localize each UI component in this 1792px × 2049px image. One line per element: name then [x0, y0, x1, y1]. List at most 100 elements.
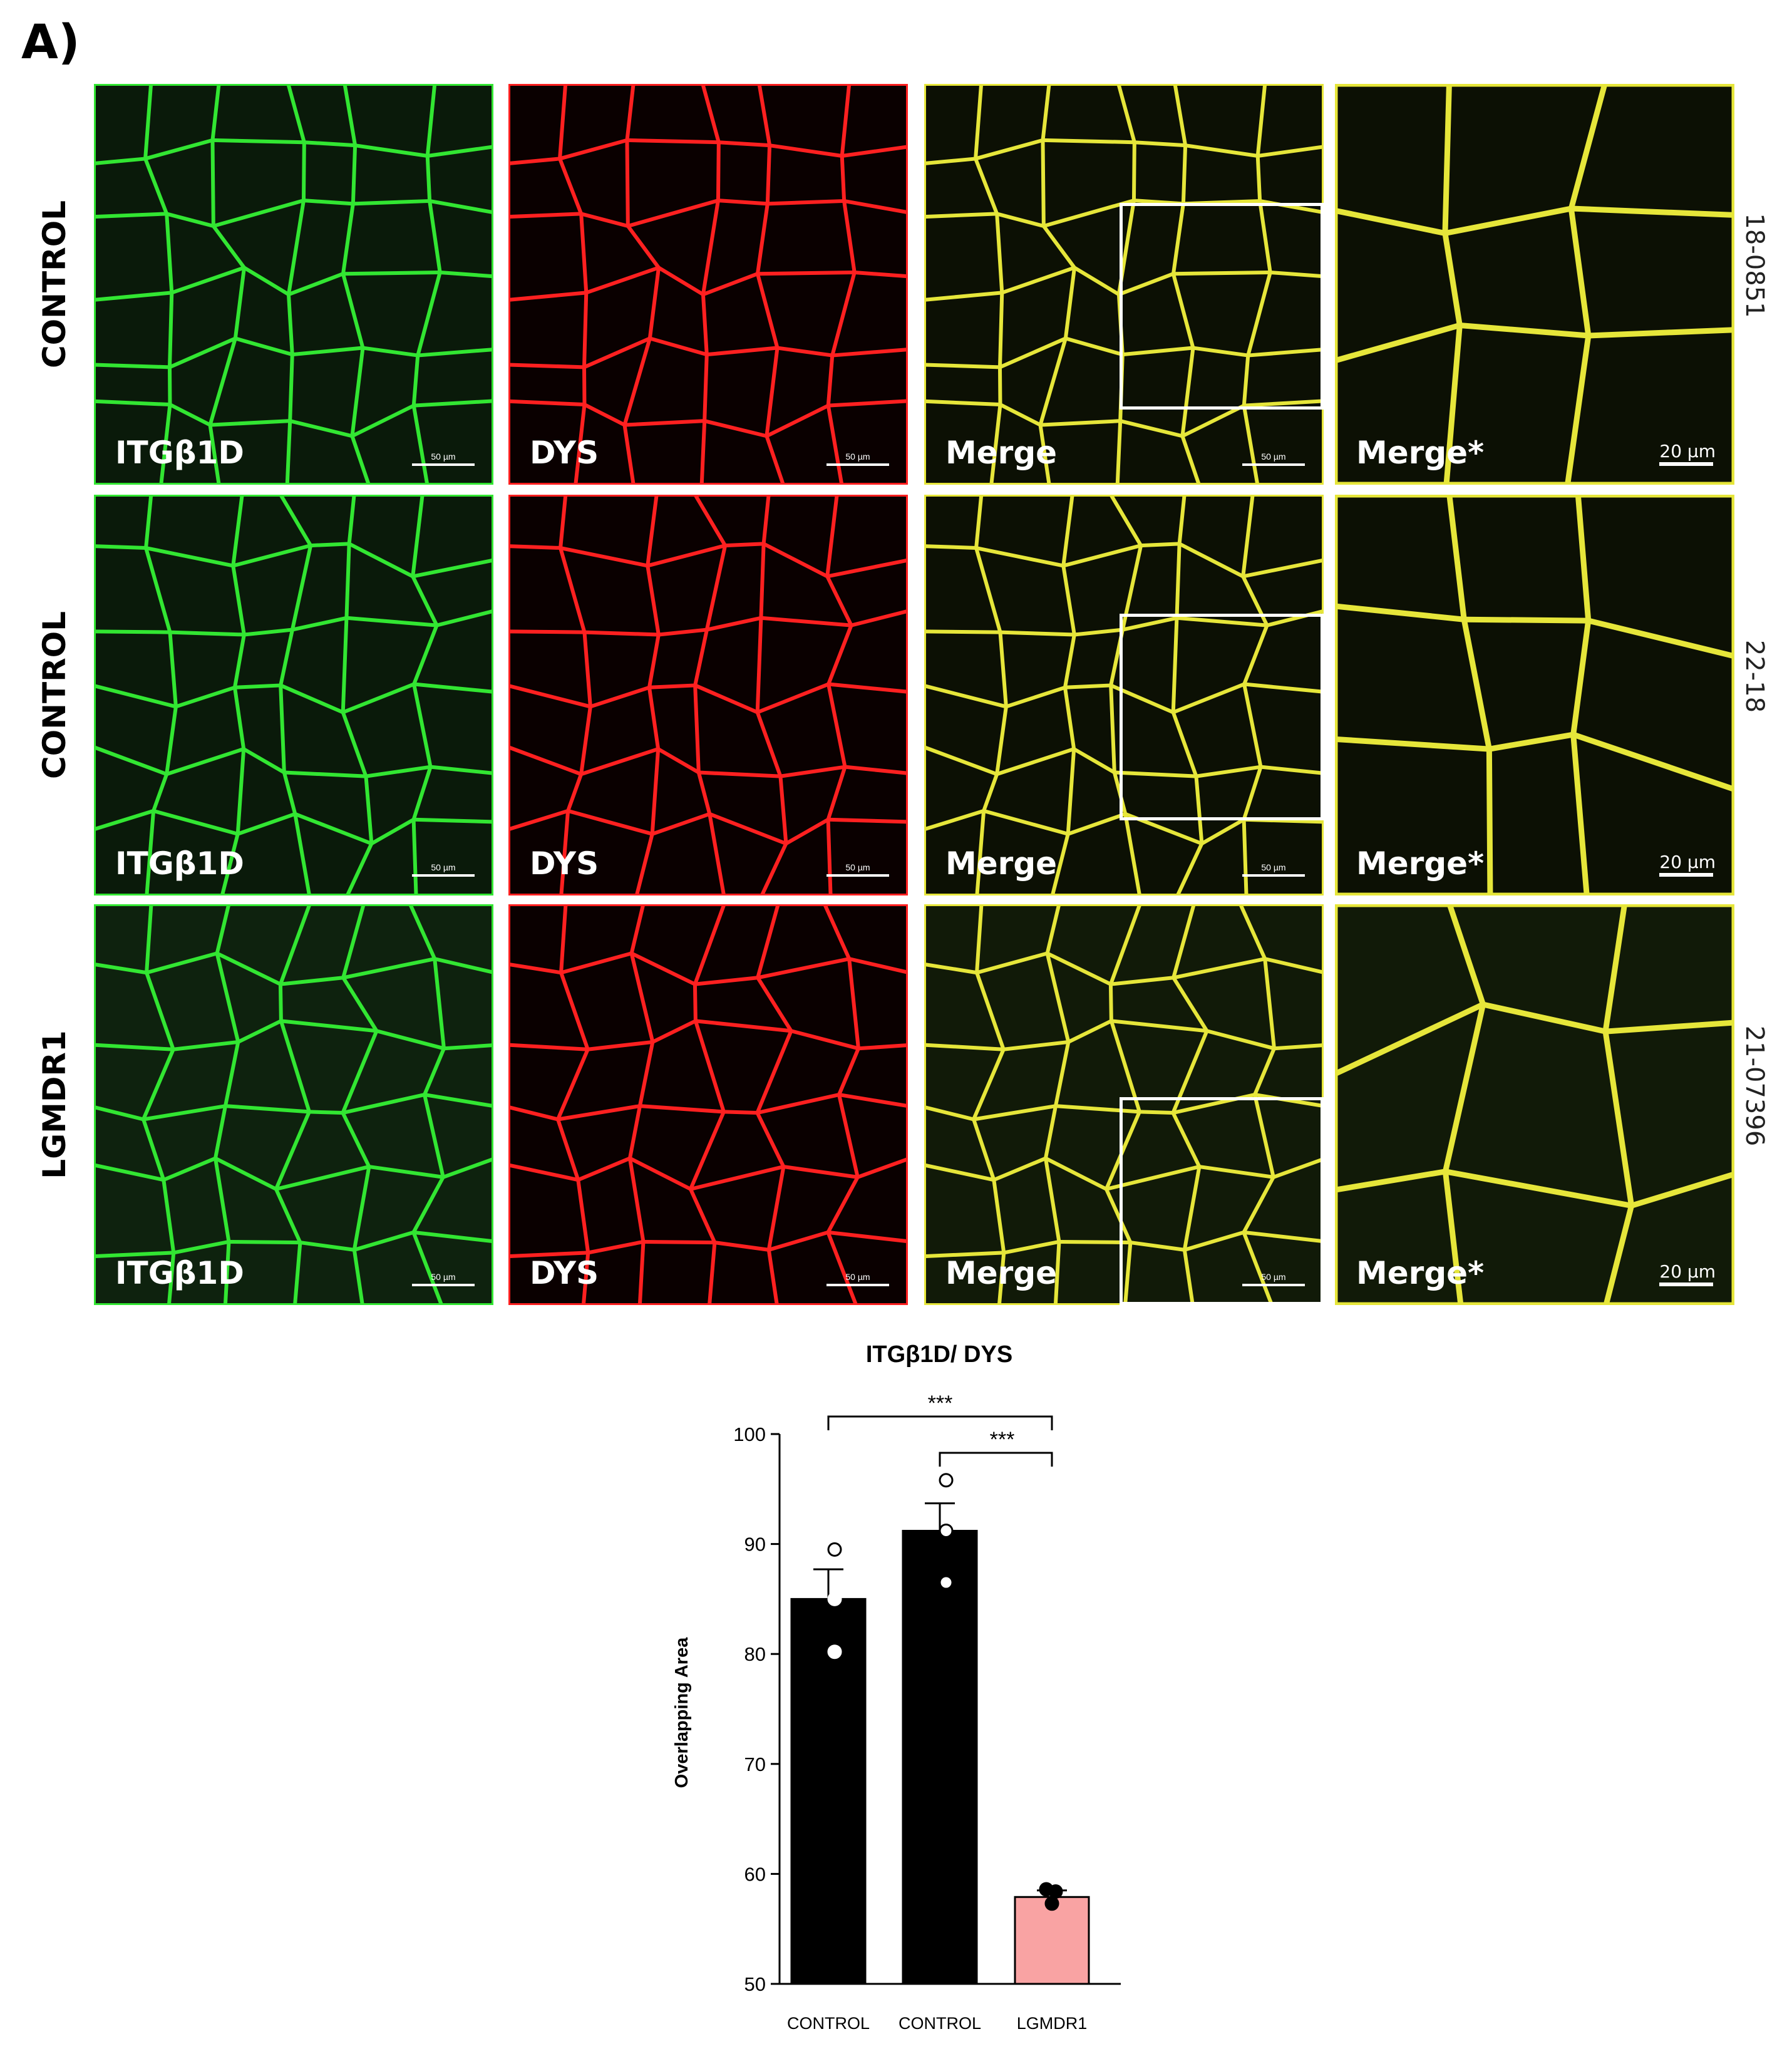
fiber-membrane [588, 685, 651, 709]
fiber-membrane [144, 546, 172, 634]
fiber-membrane [647, 683, 698, 689]
fiber-membrane [699, 419, 707, 485]
fiber-membrane [693, 495, 728, 548]
fiber-membrane [361, 346, 420, 358]
fiber-membrane [1255, 84, 1267, 158]
fiber-membrane [351, 143, 358, 206]
fiber-membrane [650, 747, 661, 836]
zoom-region-box [1120, 614, 1324, 820]
fiber-membrane [1066, 812, 1128, 836]
fiber-membrane [232, 632, 246, 689]
scale-bar-label: 20 µm [1659, 1261, 1716, 1282]
fiber-membrane [1171, 616, 1179, 715]
fiber-membrane [1063, 336, 1125, 357]
micrograph-image [94, 84, 493, 485]
fiber-membrane [584, 266, 661, 295]
fiber-membrane [1585, 617, 1734, 659]
fiber-membrane [341, 957, 437, 980]
fiber-membrane [992, 1178, 1006, 1255]
fiber-membrane [341, 272, 365, 350]
fiber-membrane [508, 745, 584, 777]
fiber-membrane [411, 1230, 493, 1244]
fiber-membrane [826, 765, 847, 822]
significance-label: *** [928, 1391, 953, 1415]
channel-label: Merge* [1356, 435, 1485, 471]
fiber-membrane [924, 544, 979, 550]
fiber-membrane [1066, 1019, 1113, 1044]
channel-label: Merge [945, 845, 1058, 882]
y-tick-label: 90 [744, 1534, 766, 1556]
fiber-membrane [556, 1117, 580, 1182]
fiber-membrane [765, 143, 772, 206]
fiber-membrane [411, 1175, 445, 1234]
fiber-membrane [556, 1104, 642, 1122]
scale-bar-line [1659, 873, 1714, 877]
fiber-membrane [242, 747, 286, 775]
fiber-membrane [408, 904, 437, 961]
fiber-membrane [1456, 322, 1592, 339]
fiber-membrane [1043, 1104, 1058, 1160]
fiber-membrane [1108, 976, 1176, 986]
fiber-membrane [998, 403, 1043, 427]
fiber-membrane [94, 745, 169, 777]
fiber-membrane [342, 84, 358, 148]
fiber-membrane [441, 1043, 493, 1051]
fiber-membrane [998, 630, 1008, 709]
fiber-membrane [144, 495, 153, 550]
fiber-membrane [352, 1165, 371, 1252]
fiber-membrane [279, 627, 294, 688]
fiber-membrane [656, 266, 705, 297]
fiber-membrane [1053, 1040, 1071, 1108]
fiber-membrane [1565, 333, 1592, 485]
x-tick-label: CONTROL [899, 2014, 981, 2033]
fiber-membrane [826, 399, 908, 408]
fiber-membrane [508, 1105, 560, 1122]
fiber-membrane [508, 808, 570, 832]
fiber-membrane [94, 544, 148, 550]
fiber-membrane [1602, 1019, 1734, 1035]
y-tick-label: 60 [744, 1863, 766, 1885]
fiber-membranes [94, 495, 493, 895]
fiber-membrane [1242, 403, 1260, 485]
chart-title: ITGβ1D/ DYS [866, 1341, 1012, 1368]
fiber-membrane [826, 353, 835, 408]
fiber-membrane [279, 683, 286, 775]
zoom-region-box [1120, 203, 1324, 410]
fiber-membrane [759, 616, 853, 627]
fiber-membrane [637, 1239, 646, 1305]
fiber-membrane [1271, 1157, 1324, 1179]
fiber-membranes [1335, 84, 1734, 485]
fiber-membrane [159, 403, 172, 485]
fiber-membrane [1242, 682, 1263, 769]
fiber-membrane [1255, 153, 1262, 203]
fiber-membrane [1066, 747, 1076, 836]
fiber-membrane [1171, 904, 1196, 980]
fiber-membrane [974, 546, 1002, 634]
fiber-membrane [766, 1230, 830, 1252]
row-sample-id: 18-0851 [1740, 213, 1769, 318]
fiber-membrane [856, 1043, 908, 1051]
fiber-membrane [1072, 627, 1125, 637]
fiber-membrane [341, 682, 416, 715]
fiber-membrane [761, 542, 830, 579]
fiber-membrane [579, 705, 592, 777]
fiber-membrane [755, 682, 831, 715]
fiber-membrane [696, 770, 712, 816]
fiber-membrane [290, 616, 349, 632]
fiber-membrane [784, 817, 830, 846]
channel-label: Merge [945, 1255, 1058, 1291]
fiber-membrane [1123, 1241, 1133, 1305]
fiber-membrane [425, 145, 493, 158]
fiber-membrane [1132, 140, 1188, 148]
fiber-membrane [826, 1175, 860, 1234]
overlap-bar-chart: ITGβ1D/ DYS Overlapping Area 50 60 70 80 90 1… [672, 1341, 1121, 2033]
fiber-membrane [274, 1187, 302, 1245]
fiber-membrane [286, 84, 306, 145]
bar-2 [902, 1530, 978, 1985]
fiber-membrane [1000, 266, 1076, 295]
fiber-membrane [1461, 616, 1492, 752]
micrograph-2-dys: DYS 50 µm [508, 495, 908, 895]
fiber-membrane [582, 403, 627, 427]
fiber-membrane [286, 292, 294, 357]
channel-label: DYS [530, 435, 599, 471]
